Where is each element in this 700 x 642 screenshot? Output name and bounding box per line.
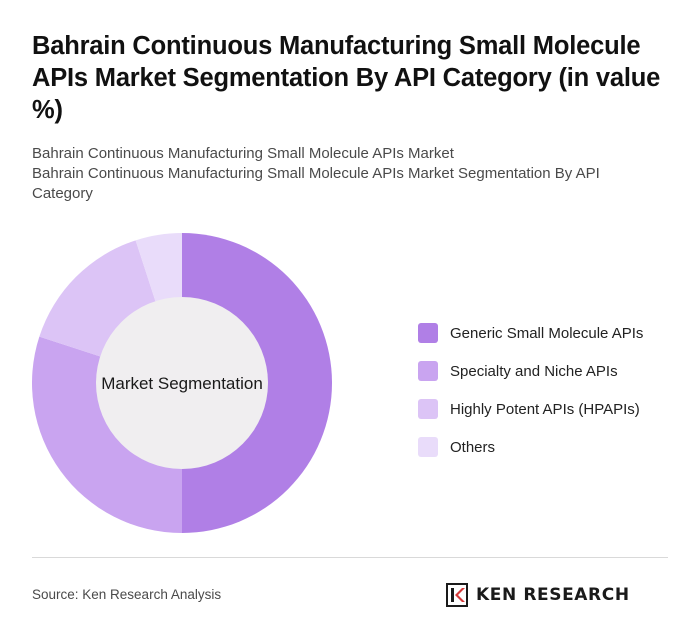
chart-subtitles: Bahrain Continuous Manufacturing Small M… (32, 144, 652, 204)
legend-label: Highly Potent APIs (HPAPIs) (450, 400, 640, 418)
subtitle-line-2: Bahrain Continuous Manufacturing Small M… (32, 165, 600, 202)
legend-swatch (418, 361, 438, 381)
ken-research-logo: KEN RESEARCH (446, 582, 630, 608)
legend-item: Others (418, 428, 688, 466)
legend-item: Generic Small Molecule APIs (418, 314, 688, 352)
logo-wordmark: KEN RESEARCH (476, 585, 630, 605)
legend-item: Highly Potent APIs (HPAPIs) (418, 390, 688, 428)
legend-swatch (418, 399, 438, 419)
legend-label: Specialty and Niche APIs (450, 362, 618, 380)
legend-swatch (418, 437, 438, 457)
footer-divider (32, 557, 668, 558)
chart-legend: Generic Small Molecule APIs Specialty and… (418, 314, 688, 466)
donut-center-label: Market Segmentation (101, 374, 263, 393)
legend-label: Generic Small Molecule APIs (450, 324, 644, 342)
logo-icon (446, 583, 468, 607)
legend-item: Specialty and Niche APIs (418, 352, 688, 390)
chart-title: Bahrain Continuous Manufacturing Small M… (32, 32, 661, 124)
legend-swatch (418, 323, 438, 343)
donut-chart: Market Segmentation (31, 233, 332, 533)
subtitle-line-1: Bahrain Continuous Manufacturing Small M… (32, 145, 454, 162)
donut-center (96, 297, 268, 469)
source-note: Source: Ken Research Analysis (32, 587, 222, 602)
legend-label: Others (450, 438, 496, 456)
